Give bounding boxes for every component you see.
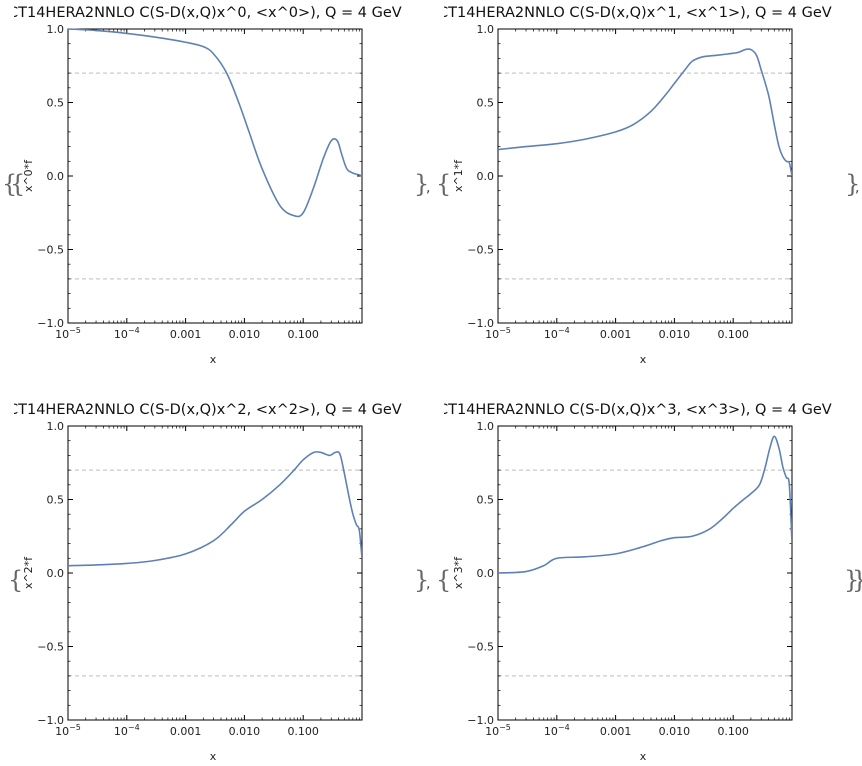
x-tick-label: 0.001 xyxy=(170,328,202,341)
series-line-1 xyxy=(68,450,362,567)
chart-panel-1: CT14HERA2NNLO C(S-D(x,Q)x^0, <x^0>), Q =… xyxy=(8,5,402,366)
outer-open-brace: { xyxy=(2,170,17,198)
series-line-1 xyxy=(68,28,362,218)
y-tick-label: 1.0 xyxy=(477,23,495,36)
y-tick-label: 0.5 xyxy=(47,97,65,110)
y-tick-label: 0.0 xyxy=(47,567,65,580)
x-tick-label: 10−4 xyxy=(114,723,140,738)
chart-title: CT14HERA2NNLO C(S-D(x,Q)x^0, <x^0>), Q =… xyxy=(8,5,402,21)
y-tick-label: 1.0 xyxy=(47,23,65,36)
inner-open-brace-3: { xyxy=(8,566,23,594)
x-axis-label: x xyxy=(640,750,647,763)
y-tick-label: 1.0 xyxy=(47,420,65,433)
x-tick-label: 0.010 xyxy=(229,328,261,341)
chart-title: CT14HERA2NNLO C(S-D(x,Q)x^3, <x^3>), Q =… xyxy=(438,402,832,418)
x-tick-label: 0.010 xyxy=(659,328,691,341)
x-tick-label: 0.001 xyxy=(600,328,632,341)
x-tick-label: 0.100 xyxy=(287,725,319,738)
y-tick-label: −1.0 xyxy=(467,714,494,727)
inner-open-brace-2: { xyxy=(436,170,451,198)
chart-panel-3: CT14HERA2NNLO C(S-D(x,Q)x^2, <x^2>), Q =… xyxy=(8,402,402,763)
x-axis-label: x xyxy=(210,750,217,763)
y-tick-label: 0.0 xyxy=(477,170,495,183)
chart-panel-4: CT14HERA2NNLO C(S-D(x,Q)x^3, <x^3>), Q =… xyxy=(438,402,832,763)
y-tick-label: −0.5 xyxy=(467,244,494,257)
x-tick-label: 10−5 xyxy=(55,723,81,738)
chart-panel-2: CT14HERA2NNLO C(S-D(x,Q)x^1, <x^1>), Q =… xyxy=(438,5,832,366)
chart-title: CT14HERA2NNLO C(S-D(x,Q)x^2, <x^2>), Q =… xyxy=(8,402,402,418)
y-axis-label: x^2*f xyxy=(22,556,35,589)
inner-close-brace-2: } xyxy=(845,170,860,198)
x-tick-label: 0.010 xyxy=(229,725,261,738)
x-tick-label: 10−5 xyxy=(55,326,81,341)
y-tick-label: 0.5 xyxy=(47,494,65,507)
x-tick-label: 0.100 xyxy=(717,725,749,738)
x-tick-label: 10−4 xyxy=(544,326,570,341)
inner-open-brace-1: { xyxy=(10,170,25,198)
y-tick-label: 1.0 xyxy=(477,420,495,433)
chart-title: CT14HERA2NNLO C(S-D(x,Q)x^1, <x^1>), Q =… xyxy=(438,5,832,21)
y-tick-label: −1.0 xyxy=(467,317,494,330)
inner-close-brace-1: } xyxy=(414,170,429,198)
x-tick-label: 0.001 xyxy=(170,725,202,738)
y-tick-label: −0.5 xyxy=(37,244,64,257)
y-axis-label: x^1*f xyxy=(452,159,465,192)
separator-2: , xyxy=(855,180,859,196)
y-tick-label: −1.0 xyxy=(37,714,64,727)
separator-1: , xyxy=(426,180,430,196)
y-tick-label: −0.5 xyxy=(37,641,64,654)
series-line-1 xyxy=(498,435,792,574)
outer-close-brace: } xyxy=(852,566,862,594)
y-tick-label: 0.5 xyxy=(477,97,495,110)
y-tick-label: 0.0 xyxy=(47,170,65,183)
x-tick-label: 0.100 xyxy=(287,328,319,341)
y-tick-label: −0.5 xyxy=(467,641,494,654)
y-axis-label: x^3*f xyxy=(452,556,465,589)
x-tick-label: 0.001 xyxy=(600,725,632,738)
series-line-1 xyxy=(498,48,792,177)
x-tick-label: 0.100 xyxy=(717,328,749,341)
x-axis-label: x xyxy=(210,353,217,366)
y-axis-label: x^0*f xyxy=(22,159,35,192)
separator-3: , xyxy=(426,576,430,592)
x-tick-label: 10−4 xyxy=(114,326,140,341)
y-tick-label: −1.0 xyxy=(37,317,64,330)
x-tick-label: 10−5 xyxy=(485,723,511,738)
inner-close-brace-4: } xyxy=(844,566,859,594)
y-tick-label: 0.5 xyxy=(477,494,495,507)
y-tick-label: 0.0 xyxy=(477,567,495,580)
x-axis-label: x xyxy=(640,353,647,366)
inner-open-brace-4: { xyxy=(436,566,451,594)
inner-close-brace-3: } xyxy=(414,566,429,594)
x-tick-label: 10−5 xyxy=(485,326,511,341)
x-tick-label: 0.010 xyxy=(659,725,691,738)
x-tick-label: 10−4 xyxy=(544,723,570,738)
